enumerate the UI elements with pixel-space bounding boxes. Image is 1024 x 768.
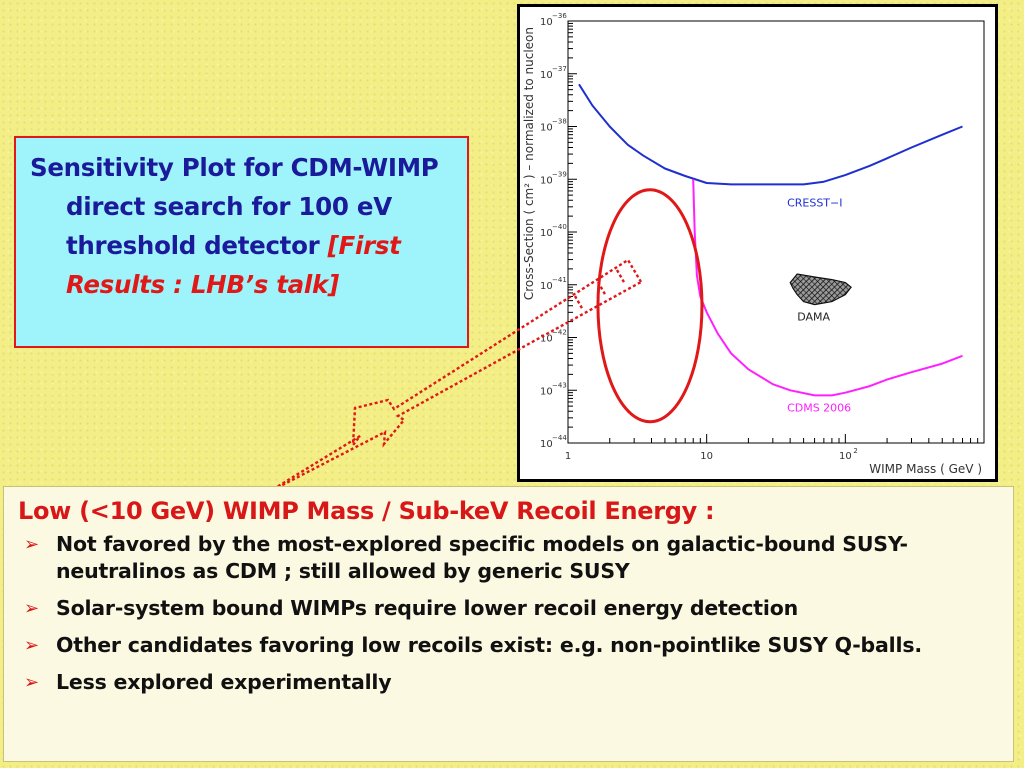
list-item: ➢ Solar-system bound WIMPs require lower …: [18, 595, 1003, 622]
region-label-dama: DAMA: [797, 311, 830, 324]
y-tick-exponent: −42: [552, 329, 567, 337]
y-tick-exponent: −40: [552, 223, 567, 231]
y-tick-label: 10: [540, 281, 553, 292]
y-tick-exponent: −41: [552, 276, 567, 284]
series-label-cresst: CRESST−I: [787, 196, 842, 209]
chart-svg: 1 10 10 210−3610−3710−3810−3910−4010−4110−4…: [522, 12, 985, 476]
bullet-text: Solar-system bound WIMPs require lower r…: [56, 596, 799, 620]
bullet-list: ➢ Not favored by the most-explored specif…: [18, 531, 1003, 696]
series-line-cdms: [692, 179, 963, 397]
series-line-cresst: [578, 83, 963, 186]
y-tick-label: 10: [540, 334, 553, 345]
plot-area-frame: [567, 20, 985, 444]
dama-region-crosshatch: [790, 274, 852, 305]
y-tick-exponent: −36: [552, 12, 567, 20]
bottom-heading: Low (<10 GeV) WIMP Mass / Sub-keV Recoil…: [18, 497, 715, 525]
slide-title: Sensitivity Plot for CDM-WIMP direct sea…: [30, 148, 457, 304]
y-tick-exponent: −39: [552, 170, 567, 178]
bullet-text: Less explored experimentally: [56, 670, 392, 694]
y-tick-exponent: −38: [552, 118, 567, 126]
sensitivity-chart: 1 10 10 2 10 −36 10 −37 10 −38 10 −39 10 −40 10 −41 10 −4…: [517, 4, 998, 482]
y-tick-label: 10: [540, 228, 553, 239]
bottom-text-box: Low (<10 GeV) WIMP Mass / Sub-keV Recoil…: [3, 486, 1014, 762]
list-item: ➢ Other candidates favoring low recoils e…: [18, 632, 1003, 659]
y-tick-exponent: −44: [552, 434, 567, 442]
bullet-text: Other candidates favoring low recoils ex…: [56, 633, 922, 657]
arrow-bullet-icon: ➢: [24, 598, 39, 619]
list-item: ➢ Not favored by the most-explored specif…: [18, 531, 1003, 585]
arrow-bullet-icon: ➢: [24, 635, 39, 656]
y-axis-label: Cross-Section ( cm² ) – normalized to nu…: [522, 27, 536, 300]
y-tick-exponent: −43: [552, 381, 567, 389]
x-tick-label: 10: [700, 451, 713, 462]
x-tick-label: 1: [565, 451, 571, 462]
title-text: Sensitivity Plot for CDM-WIMP direct sea…: [30, 153, 439, 260]
y-tick-label: 10: [540, 439, 553, 450]
x-axis-label: WIMP Mass ( GeV ): [869, 462, 982, 476]
x-tick-label: 10: [839, 451, 852, 462]
y-tick-label: 10: [540, 175, 553, 186]
arrow-bullet-icon: ➢: [24, 534, 39, 555]
bullet-text: Not favored by the most-explored specifi…: [56, 532, 908, 583]
y-tick-exponent: −37: [552, 65, 567, 73]
arrow-bullet-icon: ➢: [24, 672, 39, 693]
title-box: Sensitivity Plot for CDM-WIMP direct sea…: [14, 136, 469, 348]
list-item: ➢ Less explored experimentally: [18, 669, 1003, 696]
y-tick-label: 10: [540, 123, 553, 134]
low-mass-highlight-ellipse: [596, 188, 704, 424]
x-tick-exponent: 2: [853, 447, 857, 455]
y-tick-label: 10: [540, 70, 553, 81]
y-tick-label: 10: [540, 386, 553, 397]
series-label-cdms: CDMS 2006: [787, 401, 851, 414]
y-tick-label: 10: [540, 17, 553, 28]
